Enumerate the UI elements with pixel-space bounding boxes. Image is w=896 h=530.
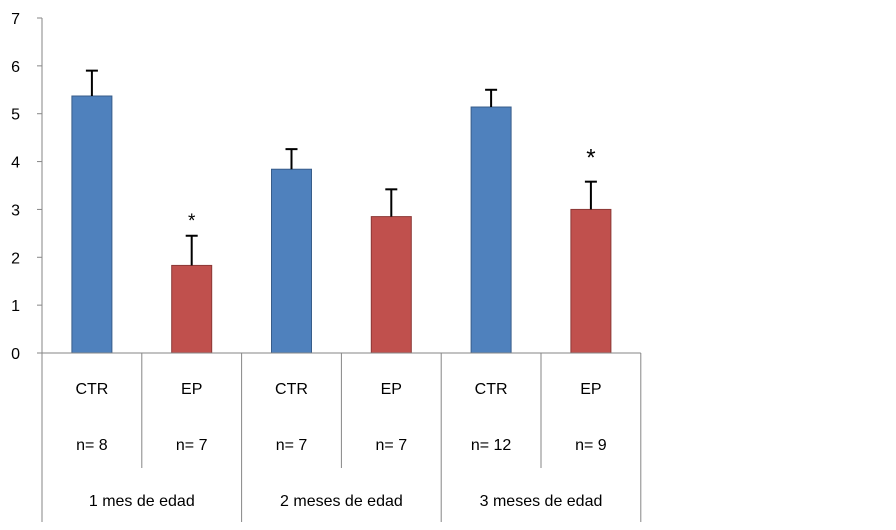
x-tick-label: EP [381,381,402,398]
sample-size-label: n= 12 [471,437,512,454]
y-tick-label: 5 [11,107,20,124]
bar-ctr-5 [470,106,512,354]
y-tick-label: 6 [11,59,20,76]
sample-size-label: n= 7 [276,437,308,454]
group-label: 1 mes de edad [89,493,195,510]
sample-size-label: n= 7 [176,437,208,454]
y-tick-label: 0 [11,346,20,363]
bar-ctr-3 [271,168,312,354]
y-tick-label: 2 [11,250,20,267]
sample-size-label: n= 7 [376,437,408,454]
group-label: 3 meses de edad [480,493,603,510]
y-tick-label: 3 [11,202,20,219]
y-tick-label: 7 [11,11,20,28]
bar-ep-2 [171,264,213,354]
sample-size-label: n= 8 [76,437,108,454]
group-label: 2 meses de edad [280,493,403,510]
bar-ep-6 [570,208,612,354]
y-axis: 0 1 2 3 4 5 6 7 [11,11,43,522]
x-tick-label: EP [181,381,202,398]
y-tick-label: 1 [11,298,20,315]
x-axis: CTR n= 8 EP n= 7 CTR n= 7 EP n= 7 CTR n= 12 EP n= 9… [42,352,642,522]
sample-size-label: n= 9 [575,437,607,454]
bar-ep-4 [370,216,412,354]
x-tick-label: CTR [475,381,508,398]
bar-series: ** [71,69,612,354]
y-tick-label: 4 [11,155,20,172]
significance-marker: * [188,211,196,232]
x-tick-label: EP [580,381,601,398]
x-tick-label: CTR [75,381,108,398]
bar-ctr-1 [71,95,113,354]
significance-marker: * [586,145,595,172]
x-tick-label: CTR [275,381,308,398]
